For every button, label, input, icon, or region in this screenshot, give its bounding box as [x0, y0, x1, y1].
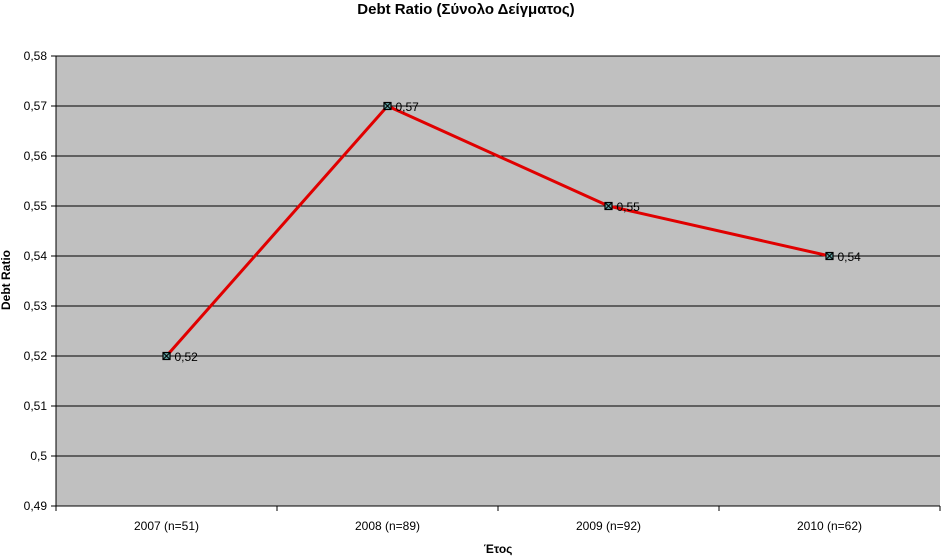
series-line	[165, 104, 830, 357]
data-label: 0,55	[617, 200, 641, 214]
series-line-group	[162, 101, 834, 361]
data-point-cross	[826, 252, 833, 260]
y-tick-label: 0,54	[24, 249, 48, 263]
x-tick-label: 2010 (n=62)	[797, 519, 862, 533]
y-tick-labels: 0,49 0,5 0,51 0,52 0,53 0,54 0,55 0,56 0,57 0,58	[24, 49, 48, 513]
data-label: 0,52	[175, 350, 199, 364]
chart-title: Debt Ratio (Σύνολο Δείγματος)	[357, 1, 574, 18]
data-point-cross	[163, 352, 170, 360]
y-tick-label: 0,49	[24, 499, 48, 513]
data-label: 0,57	[396, 100, 420, 114]
data-labels: 0,52 0,57 0,55 0,54	[175, 100, 862, 364]
y-tick-label: 0,5	[30, 449, 47, 463]
data-point-cross	[384, 102, 391, 110]
y-tick-label: 0,58	[24, 49, 48, 63]
y-axis-title: Debt Ratio	[0, 250, 13, 310]
x-tick-label: 2009 (n=92)	[576, 519, 641, 533]
y-tick-label: 0,52	[24, 349, 48, 363]
x-tick-label: 2007 (n=51)	[134, 519, 199, 533]
y-tick-label: 0,56	[24, 149, 48, 163]
data-point-cross	[605, 202, 612, 210]
x-tick-labels: 2007 (n=51) 2008 (n=89) 2009 (n=92) 2010 (n…	[134, 519, 862, 533]
axes	[51, 55, 941, 511]
y-tick-label: 0,57	[24, 99, 48, 113]
y-tick-label: 0,53	[24, 299, 48, 313]
data-label: 0,54	[838, 250, 862, 264]
gridlines	[56, 55, 940, 457]
x-axis-title: Έτος	[484, 542, 513, 556]
plot-area	[56, 56, 940, 506]
y-tick-label: 0,51	[24, 399, 48, 413]
x-tick-label: 2008 (n=89)	[355, 519, 420, 533]
y-tick-label: 0,55	[24, 199, 48, 213]
